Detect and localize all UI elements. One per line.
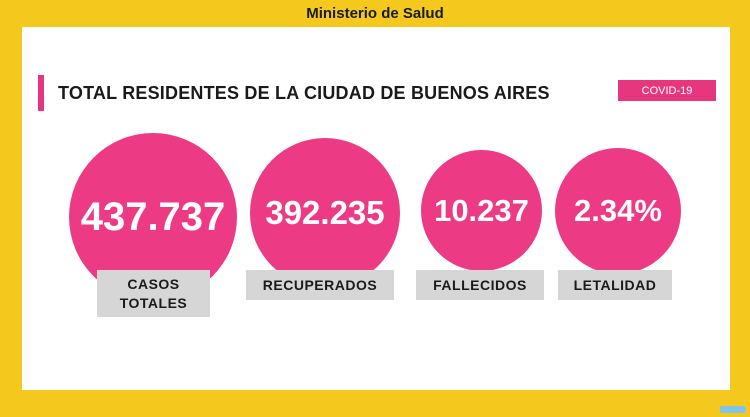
broadcast-corner-logo <box>720 406 746 413</box>
title-accent-bar <box>38 75 44 111</box>
ministry-header: Ministerio de Salud <box>306 5 444 22</box>
stat-fallecidos-label: FALLECIDOS <box>416 270 544 300</box>
stats-panel: TOTAL RESIDENTES DE LA CIUDAD DE BUENOS … <box>22 27 730 390</box>
stat-letalidad-label: LETALIDAD <box>558 270 672 300</box>
stat-fallecidos-circle: 10.237 <box>421 150 542 271</box>
stat-recuperados-circle: 392.235 <box>250 138 400 288</box>
stat-recuperados-value: 392.235 <box>265 194 385 231</box>
panel-title: TOTAL RESIDENTES DE LA CIUDAD DE BUENOS … <box>58 83 550 103</box>
stat-fallecidos-value: 10.237 <box>434 192 529 228</box>
covid-tag: COVID-19 <box>618 80 716 101</box>
stat-letalidad-circle: 2.34% <box>555 148 681 274</box>
stat-casos-label-line2: TOTALES <box>119 294 188 311</box>
stat-casos-label: CASOS TOTALES <box>97 270 210 317</box>
stat-casos-label-line1: CASOS <box>127 275 180 292</box>
stat-recuperados-label: RECUPERADOS <box>246 270 394 300</box>
stat-letalidad-value: 2.34% <box>574 193 662 228</box>
stat-casos-value: 437.737 <box>80 194 226 239</box>
